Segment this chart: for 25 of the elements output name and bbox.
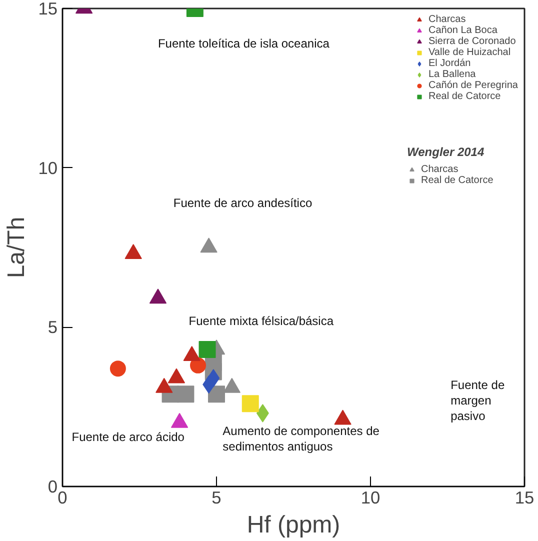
y-tick-label: 10 (38, 158, 58, 178)
x-tick-label: 5 (212, 488, 222, 508)
legend-label: Charcas (421, 164, 458, 175)
legend-label: Cañón de Peregrina (428, 80, 518, 91)
legend-title: Wengler 2014 (407, 145, 486, 159)
x-axis-title: Hf (ppm) (246, 512, 340, 538)
annotation: Fuente toleítica de isla oceanica (158, 36, 330, 51)
annotation: Fuente de arco andesítico (173, 196, 312, 210)
legend-label: El Jordán (428, 58, 471, 69)
legend-label: Cañon La Boca (428, 25, 498, 36)
x-tick-label: 15 (514, 488, 534, 508)
legend-label: Sierra de Coronado (428, 36, 516, 47)
legend-label: Charcas (428, 14, 466, 25)
annotation: Aumento de componentes de sedimentos antiguos (222, 424, 380, 454)
y-tick-label: 15 (38, 0, 58, 18)
legend-label: Valle de Huizachal (428, 47, 511, 58)
legend-label: La Ballena (428, 69, 476, 80)
annotation: Fuente de margen pasivo (450, 378, 505, 423)
x-tick-label: 10 (360, 488, 380, 508)
y-tick-label: 5 (48, 317, 58, 338)
y-axis-title: La/Th (3, 216, 30, 278)
legend-label: Real de Catorce (421, 175, 494, 186)
annotation: Fuente de arco ácido (72, 430, 185, 444)
legend-label: Real de Catorce (428, 91, 501, 102)
annotation: Fuente mixta félsica/básica (188, 314, 334, 328)
